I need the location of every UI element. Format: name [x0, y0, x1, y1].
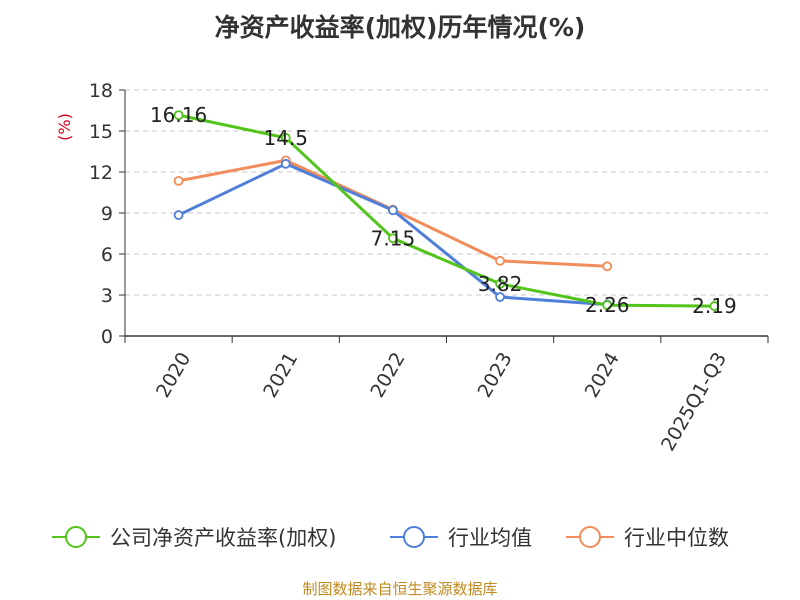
data-point[interactable]	[388, 233, 398, 244]
legend-item[interactable]: 行业均值	[390, 526, 532, 550]
source-note: 制图数据来自恒生聚源数据库	[302, 580, 498, 598]
legend-marker	[403, 526, 425, 548]
data-point[interactable]	[602, 261, 613, 272]
data-point[interactable]	[602, 300, 613, 311]
legend-label: 行业均值	[448, 526, 532, 550]
data-point[interactable]	[173, 210, 184, 220]
y-tick-label: 15	[89, 121, 113, 143]
data-labels: 16.16 14.5 7.15 3.82 2.26 2.19	[150, 103, 737, 318]
series-lines	[173, 110, 720, 311]
data-label: 14.5	[263, 126, 308, 150]
x-tick-label: 2025Q1-Q3	[657, 349, 731, 455]
legend-item[interactable]: 行业中位数	[566, 526, 729, 550]
data-point[interactable]	[173, 175, 184, 186]
data-label: 2.26	[585, 293, 630, 317]
x-tick-label: 2020	[152, 349, 195, 402]
legend-label: 行业中位数	[624, 526, 729, 550]
x-tick-label: 2022	[366, 349, 409, 402]
legend-item[interactable]: 公司净资产收益率(加权)	[52, 526, 336, 550]
y-tick-label: 12	[89, 162, 113, 184]
y-tick-label: 6	[101, 244, 113, 266]
grid-lines	[125, 89, 768, 296]
data-point[interactable]	[280, 132, 291, 143]
y-tick-label: 18	[89, 80, 113, 102]
data-label: 16.16	[150, 103, 207, 127]
data-point[interactable]	[173, 110, 184, 121]
data-point[interactable]	[709, 301, 720, 311]
legend: 公司净资产收益率(加权) 行业均值 行业中位数	[52, 526, 729, 550]
y-tick-label: 0	[101, 326, 113, 348]
legend-marker	[65, 526, 87, 548]
legend-marker	[579, 526, 601, 548]
axes: 0 3 6 9 12 15 18 (%) 2020 2021 2022 2023 2024 2025Q1-…	[55, 80, 769, 455]
x-tick-label: 2023	[474, 349, 517, 402]
data-point[interactable]	[495, 292, 505, 302]
y-tick-label: 3	[101, 285, 113, 307]
data-point[interactable]	[495, 255, 505, 266]
y-tick-label: 9	[101, 203, 113, 225]
data-point[interactable]	[495, 278, 505, 289]
data-label: 3.82	[478, 272, 523, 296]
chart-title: 净资产收益率(加权)历年情况(%)	[214, 13, 586, 42]
series-line-0	[178, 113, 715, 308]
y-axis-label: (%)	[55, 113, 74, 141]
x-tick-label: 2021	[259, 349, 302, 402]
x-tick-label: 2024	[581, 349, 624, 402]
legend-label: 公司净资产收益率(加权)	[110, 526, 336, 550]
data-label: 7.15	[371, 226, 416, 250]
data-label: 2.19	[692, 294, 737, 318]
data-point[interactable]	[388, 205, 398, 216]
data-point[interactable]	[280, 158, 291, 169]
